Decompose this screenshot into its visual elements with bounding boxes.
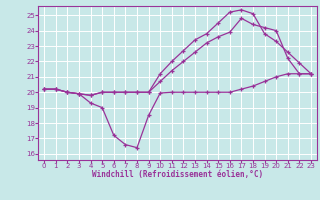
X-axis label: Windchill (Refroidissement éolien,°C): Windchill (Refroidissement éolien,°C) (92, 170, 263, 179)
